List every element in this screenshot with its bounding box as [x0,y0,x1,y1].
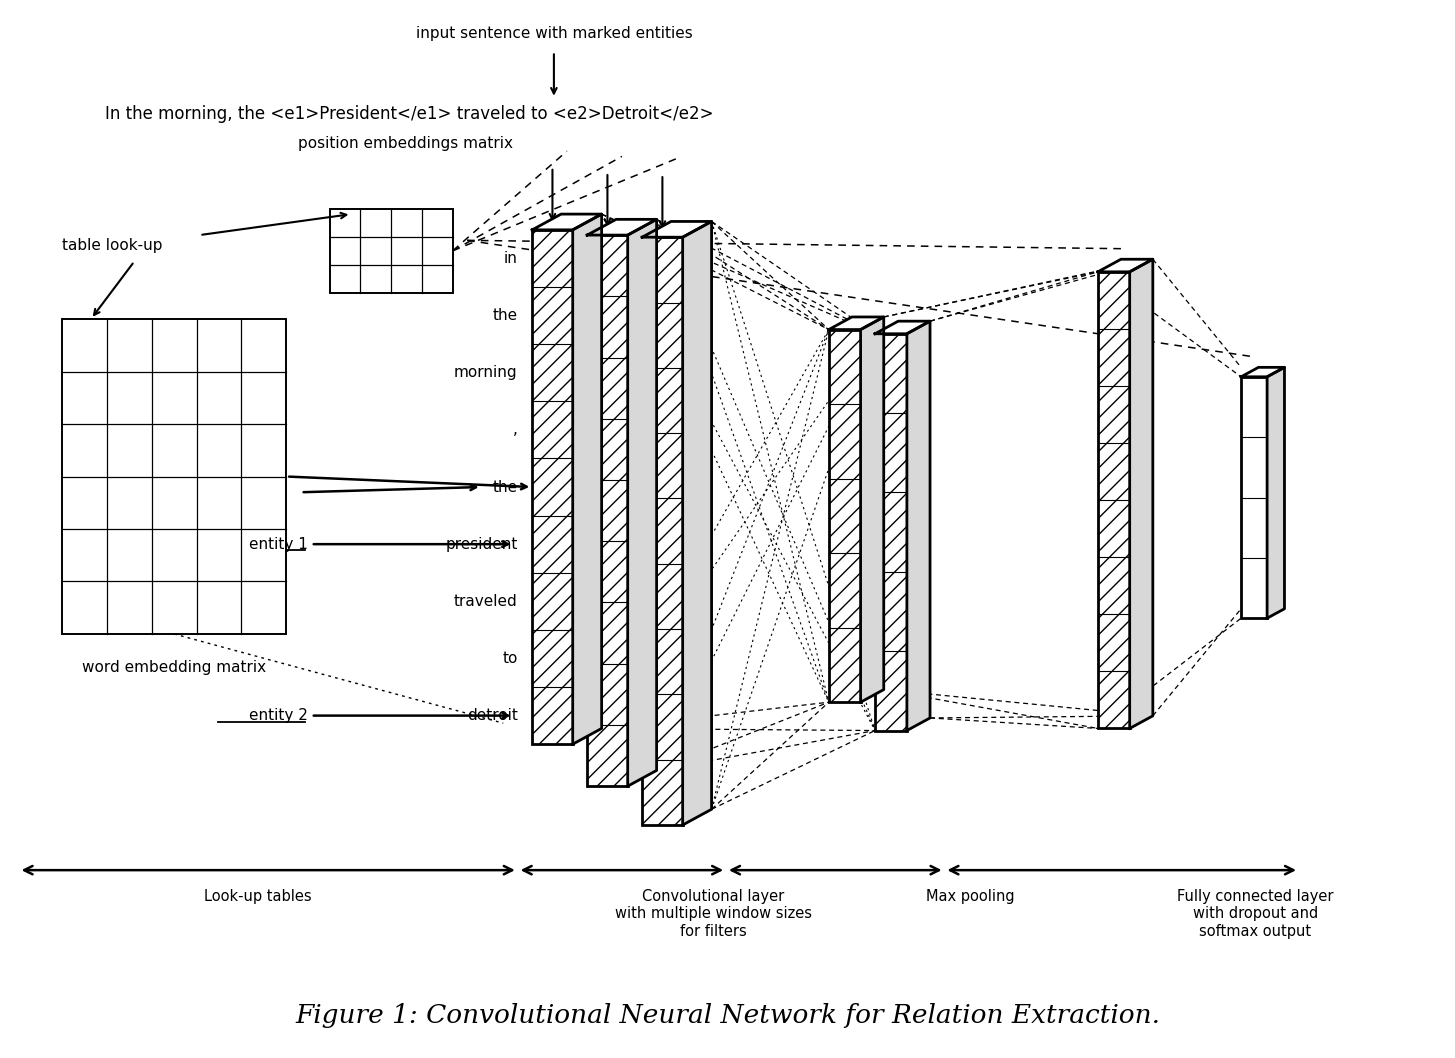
Bar [63,320,287,634]
Bar [642,237,682,825]
Polygon shape [874,322,930,333]
Polygon shape [1267,367,1285,618]
Polygon shape [682,221,711,825]
Text: In the morning, the <e1>President</e1> traveled to <e2>Detroit</e2>: In the morning, the <e1>President</e1> t… [105,106,714,124]
Text: Fully connected layer
with dropout and
softmax output: Fully connected layer with dropout and s… [1177,889,1334,938]
Polygon shape [906,322,930,730]
Polygon shape [627,219,656,786]
Bar [330,208,453,293]
Text: entity 1: entity 1 [249,536,308,551]
Text: ,: , [512,422,518,437]
Bar [533,230,573,744]
Text: to: to [502,651,518,665]
Polygon shape [1099,259,1152,272]
Text: in: in [503,251,518,266]
Text: position embeddings matrix: position embeddings matrix [298,136,514,151]
Text: table look-up: table look-up [63,238,163,253]
Text: detroit: detroit [467,708,518,723]
Polygon shape [1241,367,1285,377]
Text: Max pooling: Max pooling [927,889,1014,904]
Text: the: the [493,479,518,494]
Polygon shape [860,317,883,703]
Text: entity 2: entity 2 [249,708,308,723]
Text: morning: morning [454,365,518,380]
Polygon shape [533,214,601,230]
Bar [874,333,906,730]
Polygon shape [1129,259,1152,729]
Polygon shape [588,219,656,235]
Polygon shape [642,221,711,237]
Text: the: the [493,308,518,323]
Text: Look-up tables: Look-up tables [204,889,311,904]
Bar [588,235,627,786]
Text: traveled: traveled [454,594,518,608]
Text: president: president [445,536,518,551]
Text: Figure 1: Convolutional Neural Network for Relation Extraction.: Figure 1: Convolutional Neural Network f… [295,1003,1160,1027]
Bar [1241,377,1267,618]
Polygon shape [829,317,883,329]
Bar [1099,272,1129,729]
Text: input sentence with marked entities: input sentence with marked entities [416,25,693,41]
Text: Convolutional layer
with multiple window sizes
for filters: Convolutional layer with multiple window… [614,889,812,938]
Text: word embedding matrix: word embedding matrix [81,660,266,675]
Polygon shape [573,214,601,744]
Bar [829,329,860,703]
